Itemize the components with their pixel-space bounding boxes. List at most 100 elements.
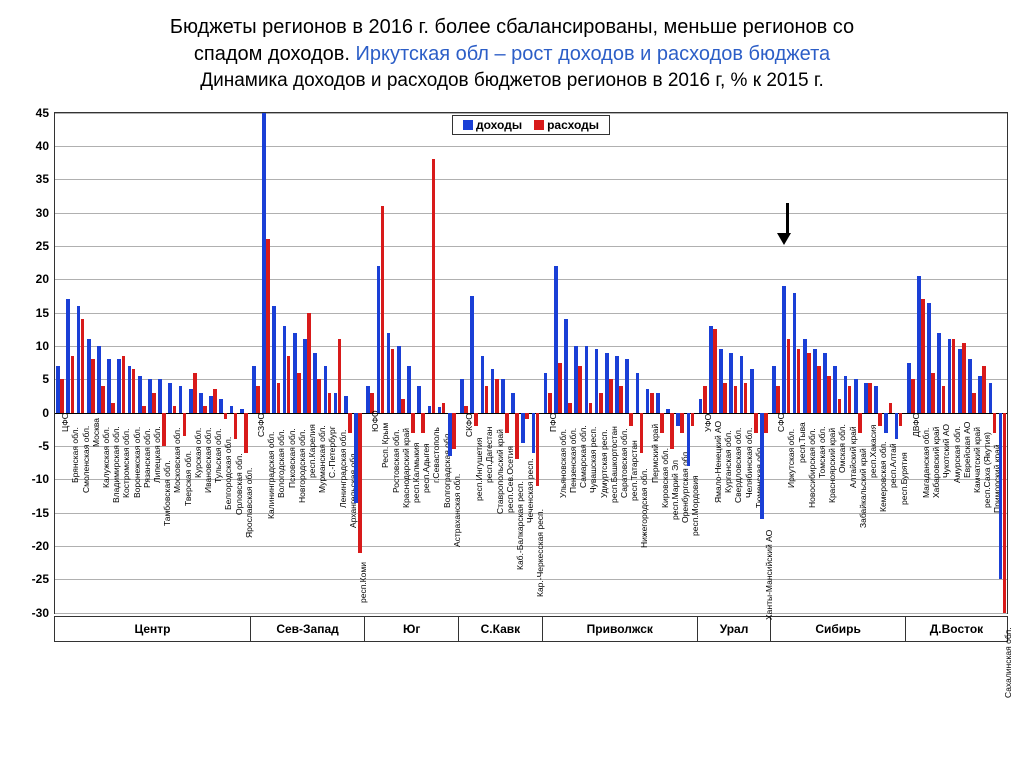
district-label: Приволжск <box>543 616 698 642</box>
region-slot: Астраханская обл. <box>447 113 457 613</box>
expense-bar <box>474 413 478 426</box>
income-bar <box>219 399 223 412</box>
y-tick-label: -30 <box>32 606 49 620</box>
expense-bar <box>931 373 935 413</box>
region-slot: Свердловская обл. <box>728 113 738 613</box>
region-slot: Алтайский край <box>842 113 852 613</box>
expense-bar <box>401 399 405 412</box>
expense-bar <box>391 349 395 412</box>
expense-bar <box>183 413 187 436</box>
legend-expense: расходы <box>534 118 599 132</box>
region-slot: Кар.-Черкесская респ. <box>530 113 540 613</box>
y-tick-label: 45 <box>36 106 49 120</box>
gridline <box>55 613 1007 614</box>
region-slot: Магаданская обл. <box>916 113 926 613</box>
region-slot: Курганская обл. <box>718 113 728 613</box>
income-bar <box>884 413 888 433</box>
district-label: С.Кавк <box>459 616 543 642</box>
expense-bar <box>899 413 903 426</box>
y-tick-label: -10 <box>32 472 49 486</box>
legend: доходы расходы <box>452 115 610 135</box>
region-slot: Орловская обл. <box>228 113 238 613</box>
y-tick-label: -20 <box>32 539 49 553</box>
income-bar <box>407 366 411 413</box>
region-slot: Смоленская обл. <box>75 113 85 613</box>
region-slot: Вологодская обл. <box>271 113 281 613</box>
district-label: Центр <box>55 616 251 642</box>
expense-bar <box>81 319 85 412</box>
region-slot: СКФО <box>459 113 469 613</box>
region-slot: Чеченская респ. <box>520 113 530 613</box>
expense-bar <box>589 403 593 413</box>
expense-bar <box>982 366 986 413</box>
expense-bar <box>536 413 540 486</box>
expense-bar <box>338 339 342 412</box>
expense-bar <box>421 413 425 433</box>
expense-bar <box>548 393 552 413</box>
expense-bar <box>599 393 603 413</box>
expense-bar <box>723 383 727 413</box>
y-tick-label: -25 <box>32 572 49 586</box>
region-slot: Амурская обл. <box>946 113 956 613</box>
expense-bar <box>660 413 664 433</box>
region-slot: респ.Алтай <box>883 113 893 613</box>
title-line1: Бюджеты регионов в 2016 г. более сбаланс… <box>170 16 854 38</box>
region-slot: Красноярский край <box>822 113 832 613</box>
region-slot: Ленинградская обл. <box>332 113 342 613</box>
region-slot: Ярославская обл. <box>239 113 249 613</box>
chart-container: доходы расходы -30-25-20-15-10-505101520… <box>10 112 1014 642</box>
bars-layer: ЦФОБрянская обл.Смоленская обл.МоскваКал… <box>55 113 1007 613</box>
income-bar <box>989 383 993 413</box>
region-slot: Челябинская обл. <box>738 113 748 613</box>
y-tick-label: 0 <box>42 406 49 420</box>
region-slot: респ.Карелия <box>302 113 312 613</box>
expense-bar <box>452 413 456 450</box>
expense-bar <box>807 353 811 413</box>
region-slot: Самарская обл. <box>573 113 583 613</box>
region-slot: Москва <box>86 113 96 613</box>
region-slot: респ.Адыгея <box>416 113 426 613</box>
expense-bar <box>193 373 197 413</box>
region-slot: респ.Сев.Осетия <box>500 113 510 613</box>
expense-bar <box>889 403 893 413</box>
region-slot: Приморский край <box>987 113 997 613</box>
region-label: Сахалинская обл. <box>1003 628 1013 699</box>
expense-bar <box>868 383 872 413</box>
y-axis: -30-25-20-15-10-5051015202530354045 <box>13 113 51 613</box>
region-slot: респ.Калмыкия <box>406 113 416 613</box>
region-slot: респ.Татарстан <box>624 113 634 613</box>
expense-bar <box>568 403 572 413</box>
region-slot: Респ. Крым <box>375 113 385 613</box>
region-slot: Саратовская обл. <box>614 113 624 613</box>
region-slot: Пензенская обл. <box>563 113 573 613</box>
region-slot: Псковская обл. <box>281 113 291 613</box>
region-slot: Новгородская обл. <box>292 113 302 613</box>
region-slot: респ.Мордовия <box>685 113 695 613</box>
title-line2a: спадом доходов. <box>194 43 356 65</box>
expense-bar <box>495 379 499 412</box>
highlight-arrow <box>783 203 791 245</box>
expense-bar <box>670 413 674 450</box>
region-slot: Тюменская обл. <box>749 113 759 613</box>
region-slot: Краснодарский край <box>396 113 406 613</box>
region-slot: Рязанская обл. <box>137 113 147 613</box>
region-slot: Омская обл. <box>832 113 842 613</box>
chart-plot-area: доходы расходы -30-25-20-15-10-505101520… <box>54 112 1008 614</box>
expense-bar <box>629 413 633 426</box>
expense-bar <box>525 413 529 420</box>
region-slot: Липецкая обл. <box>147 113 157 613</box>
income-bar <box>344 396 348 413</box>
expense-bar <box>609 379 613 412</box>
district-axis: ЦентрСев-ЗападЮгС.КавкПриволжскУралСибир… <box>54 616 1008 642</box>
region-slot: Пермский край <box>645 113 655 613</box>
expense-bar <box>827 376 831 413</box>
region-slot: Ульяновская обл. <box>553 113 563 613</box>
expense-bar <box>317 379 321 412</box>
y-tick-label: -15 <box>32 506 49 520</box>
region-slot: Новосибирская обл. <box>802 113 812 613</box>
income-bar <box>501 379 505 412</box>
title-line2b: Иркутская обл – рост доходов и расходов … <box>355 43 830 65</box>
region-slot: Брянская обл. <box>65 113 75 613</box>
expense-bar <box>71 356 75 413</box>
region-slot: Оренбургская обл. <box>675 113 685 613</box>
